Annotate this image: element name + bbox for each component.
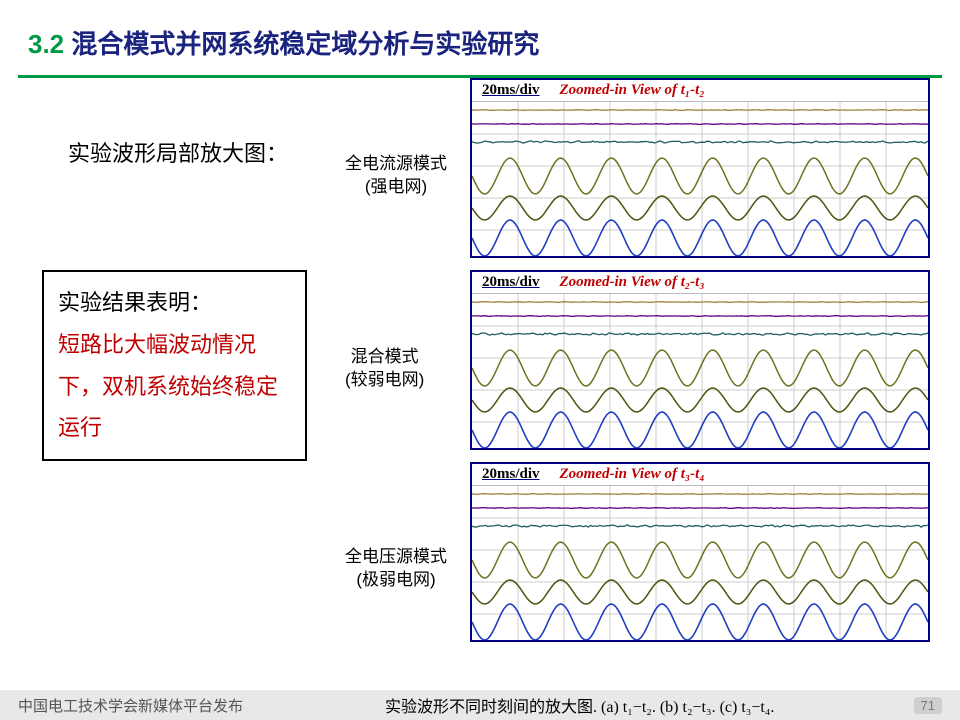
figure-caption: 实验波形不同时刻间的放大图. (a) t₁−t₂. (b) t₂−t₃. (c)… xyxy=(385,693,774,717)
result-heading: 实验结果表明： xyxy=(58,282,291,324)
slide-header: 3.2 混合模式并网系统稳定域分析与实验研究 xyxy=(0,0,960,67)
panel-label-2: 混合模式 (较弱电网) xyxy=(345,346,424,392)
footer-bar: 中国电工技术学会新媒体平台发布 实验波形不同时刻间的放大图. (a) t₁−t₂… xyxy=(0,690,960,720)
chart-panel-1: 20ms/div Zoomed-in View of t₁-t₂ xyxy=(470,78,930,258)
publisher-label: 中国电工技术学会新媒体平台发布 xyxy=(18,695,243,716)
content-area: 实验波形局部放大图： 实验结果表明： 短路比大幅波动情况下，双机系统始终稳定运行… xyxy=(0,78,960,678)
subtitle: 实验波形局部放大图： xyxy=(68,136,288,168)
result-body: 短路比大幅波动情况下，双机系统始终稳定运行 xyxy=(58,324,291,449)
section-title: 3.2 混合模式并网系统稳定域分析与实验研究 xyxy=(28,24,960,61)
chart-3-header: 20ms/div Zoomed-in View of t₃-t₄ xyxy=(472,464,928,486)
result-box: 实验结果表明： 短路比大幅波动情况下，双机系统始终稳定运行 xyxy=(42,270,307,461)
time-division: 20ms/div xyxy=(482,274,540,291)
time-division: 20ms/div xyxy=(482,82,540,99)
panel-label-1: 全电流源模式 (强电网) xyxy=(345,153,447,199)
section-text: 混合模式并网系统稳定域分析与实验研究 xyxy=(64,29,539,59)
waveform-svg-2 xyxy=(472,272,928,450)
charts-column: 20ms/div Zoomed-in View of t₁-t₂ 20ms/di… xyxy=(470,78,934,654)
chart-2-header: 20ms/div Zoomed-in View of t₂-t₃ xyxy=(472,272,928,294)
waveform-svg-1 xyxy=(472,80,928,258)
chart-panel-3: 20ms/div Zoomed-in View of t₃-t₄ xyxy=(470,462,930,642)
waveform-svg-3 xyxy=(472,464,928,642)
chart-panel-2: 20ms/div Zoomed-in View of t₂-t₃ xyxy=(470,270,930,450)
zoom-label: Zoomed-in View of t₂-t₃ xyxy=(560,274,705,291)
page-number: 71 xyxy=(914,697,942,714)
panel-label-3: 全电压源模式 (极弱电网) xyxy=(345,546,447,592)
zoom-label: Zoomed-in View of t₁-t₂ xyxy=(560,82,705,99)
zoom-label: Zoomed-in View of t₃-t₄ xyxy=(560,466,705,483)
chart-1-header: 20ms/div Zoomed-in View of t₁-t₂ xyxy=(472,80,928,102)
section-number: 3.2 xyxy=(28,29,64,59)
time-division: 20ms/div xyxy=(482,466,540,483)
